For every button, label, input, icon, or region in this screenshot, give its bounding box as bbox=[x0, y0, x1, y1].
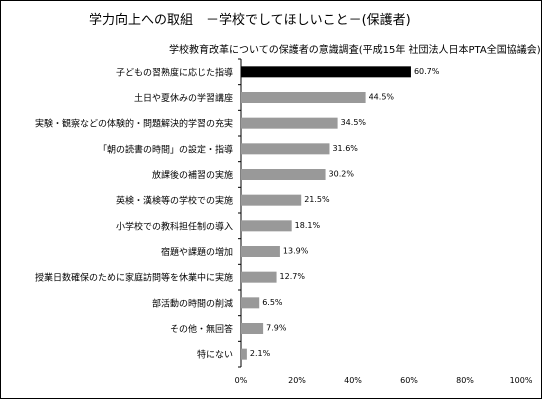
bar-value-label: 2.1% bbox=[250, 349, 271, 358]
bar-value-label: 31.6% bbox=[332, 144, 358, 153]
category-label: 宿題や課題の増加 bbox=[161, 246, 233, 258]
x-tick-label: 60% bbox=[400, 376, 418, 385]
category-label: 土日や夏休みの学習講座 bbox=[134, 92, 233, 104]
chart-subtitle: 学校教育改革についての保護者の意識調査(平成15年 社団法人日本PTA全国協議会… bbox=[169, 45, 541, 56]
bar bbox=[241, 323, 264, 334]
bar bbox=[241, 66, 411, 78]
bar-value-label: 34.5% bbox=[341, 118, 367, 127]
bar-value-label: 13.9% bbox=[283, 247, 309, 256]
x-tick-label: 100% bbox=[510, 376, 533, 385]
bar bbox=[241, 143, 330, 155]
bar bbox=[241, 220, 292, 232]
category-label: 英検・漢検等の学校での実施 bbox=[116, 195, 233, 207]
bar-value-label: 30.2% bbox=[329, 170, 355, 179]
category-label: 「朝の読書の時間」の設定・指導 bbox=[98, 143, 233, 155]
bar-value-label: 44.5% bbox=[369, 93, 395, 102]
bar bbox=[241, 117, 338, 129]
bar-value-label: 21.5% bbox=[304, 195, 330, 204]
chart-title: 学力向上への取組 －学校でしてほしいこと－(保護者) bbox=[89, 13, 411, 28]
bar bbox=[241, 271, 277, 283]
bar bbox=[241, 194, 302, 206]
bar-value-label: 60.7% bbox=[414, 67, 440, 76]
bar-value-label: 7.9% bbox=[266, 324, 287, 333]
category-label: 実験・観察などの体験的・問題解決的学習の充実 bbox=[35, 118, 233, 130]
category-label: 授業日数確保のために家庭訪問等を休業中に実施 bbox=[35, 272, 233, 284]
category-label: その他・無回答 bbox=[170, 323, 233, 335]
bar bbox=[241, 348, 247, 360]
x-tick-label: 40% bbox=[344, 376, 362, 385]
plot-area: 0% 20% 40% 60% 80% 100% 子どもの習熟度に応じた指導 60.7% 土日や夏… bbox=[35, 58, 533, 385]
bar bbox=[241, 92, 366, 103]
category-label: 子どもの習熟度に応じた指導 bbox=[116, 66, 233, 78]
bar bbox=[241, 246, 280, 257]
bar-value-label: 12.7% bbox=[280, 272, 306, 281]
category-label: 部活動の時間の削減 bbox=[152, 297, 233, 309]
category-label: 小学校での教科担任制の導入 bbox=[116, 220, 233, 232]
bar bbox=[241, 169, 326, 180]
category-label: 特にない bbox=[197, 349, 233, 361]
category-label: 放課後の補習の実施 bbox=[152, 169, 233, 181]
x-tick-label: 20% bbox=[288, 376, 306, 385]
x-tick-label: 0% bbox=[235, 376, 248, 385]
bar-value-label: 18.1% bbox=[295, 221, 321, 230]
bar-value-label: 6.5% bbox=[262, 298, 283, 307]
bar bbox=[241, 297, 260, 309]
x-tick-label: 80% bbox=[456, 376, 474, 385]
